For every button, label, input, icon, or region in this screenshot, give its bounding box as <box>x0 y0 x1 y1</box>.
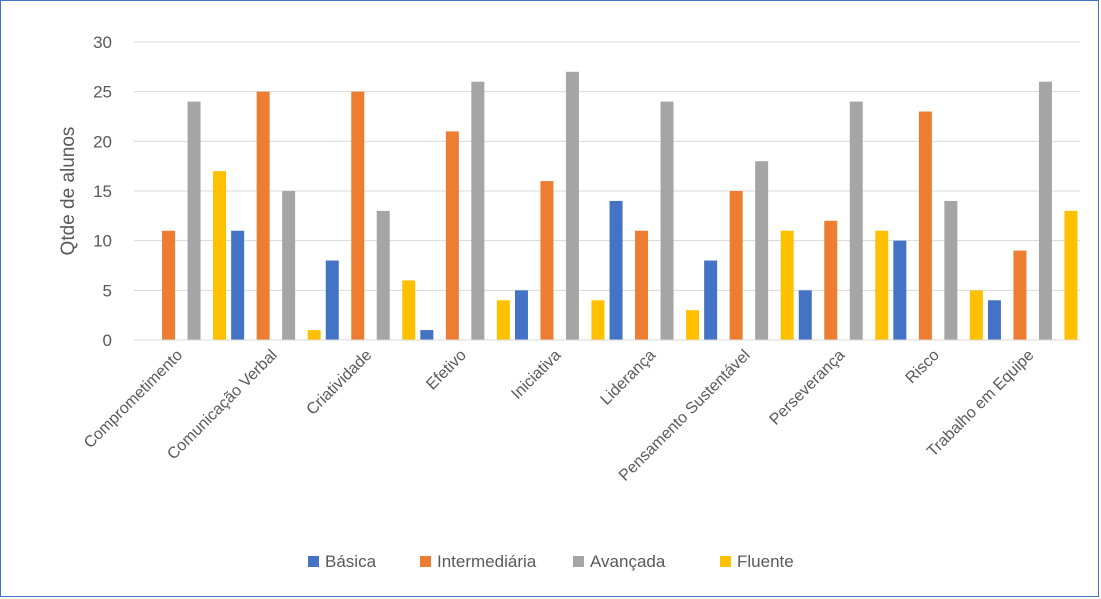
bar <box>918 111 932 341</box>
x-category-label: Risco <box>903 347 943 387</box>
legend-label: Intermediária <box>437 552 537 571</box>
bar <box>445 131 459 340</box>
bar <box>969 290 983 340</box>
bar <box>660 101 674 340</box>
y-tick-label: 30 <box>93 33 112 52</box>
bar <box>231 230 245 340</box>
bar <box>496 300 510 340</box>
bar <box>307 330 321 340</box>
x-category-label: Liderança <box>597 347 659 409</box>
bar <box>540 181 554 340</box>
bar <box>635 230 649 340</box>
bar <box>1038 81 1052 340</box>
bar <box>893 240 907 340</box>
x-category-label: Perseverança <box>767 347 849 429</box>
bars <box>162 71 1078 341</box>
bar <box>609 200 623 340</box>
bar <box>325 260 339 340</box>
bar <box>824 220 838 340</box>
y-tick-label: 0 <box>103 331 112 350</box>
bar <box>1064 210 1078 340</box>
bar <box>402 280 416 340</box>
bar <box>256 91 270 341</box>
bar <box>351 91 365 341</box>
bar <box>565 71 579 341</box>
x-category-label: Criatividade <box>304 347 376 419</box>
x-category-label: Trabalho em Equipe <box>924 347 1038 461</box>
bar <box>798 290 812 340</box>
legend-swatch <box>720 556 731 567</box>
bar <box>875 230 889 340</box>
bar <box>420 330 434 340</box>
x-category-label: Efetivo <box>423 347 470 394</box>
x-category-label: Comprometimento <box>81 347 186 452</box>
bar <box>780 230 794 340</box>
y-tick-label: 15 <box>93 182 112 201</box>
bar <box>987 300 1001 340</box>
legend-swatch <box>420 556 431 567</box>
bar <box>944 200 958 340</box>
bar <box>686 310 700 340</box>
legend: Básica Intermediária Avançada Fluente <box>308 552 794 571</box>
bar <box>376 210 390 340</box>
bar <box>1013 250 1027 340</box>
bar <box>729 191 743 340</box>
x-category-label: Iniciativa <box>508 347 564 403</box>
bar <box>849 101 863 340</box>
y-tick-label: 25 <box>93 83 112 102</box>
gridlines <box>134 41 1080 291</box>
y-axis-ticks: 0 5 10 15 20 25 30 <box>93 33 112 350</box>
bar <box>514 290 528 340</box>
legend-swatch <box>573 556 584 567</box>
legend-label: Básica <box>325 552 377 571</box>
bar <box>282 191 296 340</box>
legend-swatch <box>308 556 319 567</box>
y-tick-label: 10 <box>93 232 112 251</box>
y-axis-title: Qtde de alunos <box>58 127 79 256</box>
bar <box>471 81 485 340</box>
legend-label: Fluente <box>737 552 794 571</box>
bar <box>162 230 176 340</box>
legend-label: Avançada <box>590 552 666 571</box>
bar <box>755 161 769 340</box>
x-category-label: Comunicação Verbal <box>164 347 280 463</box>
y-tick-label: 5 <box>103 281 112 300</box>
y-tick-label: 20 <box>93 132 112 151</box>
bar <box>187 101 201 340</box>
bar <box>704 260 718 340</box>
bar <box>213 171 227 340</box>
bar <box>591 300 605 340</box>
